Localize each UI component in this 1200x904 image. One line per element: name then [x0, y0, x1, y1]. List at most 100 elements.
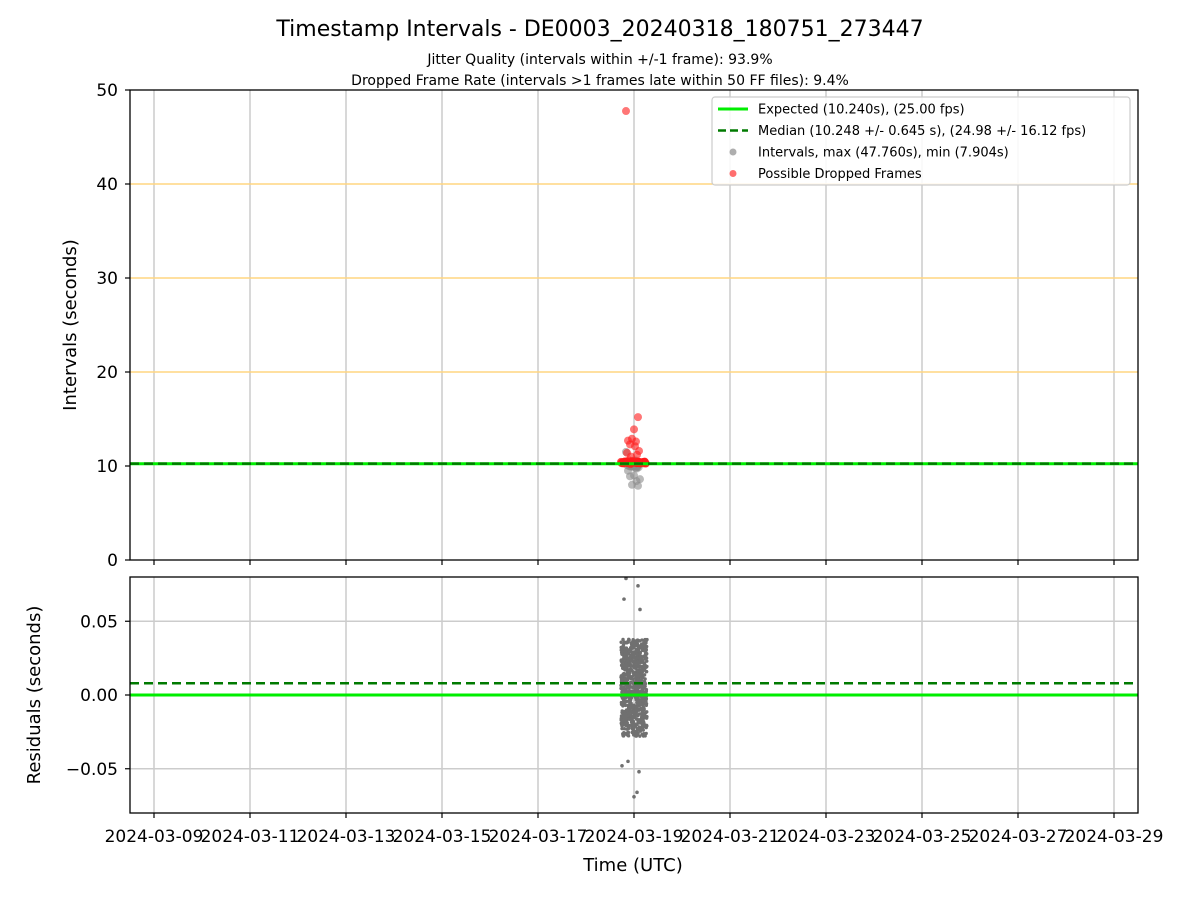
y-tick-label: 10 [96, 457, 118, 477]
x-tick-label: 2024-03-29 [1065, 827, 1164, 847]
residual-point [632, 665, 637, 670]
residual-point [629, 667, 633, 671]
residual-point [637, 639, 642, 643]
y-tick-label: 50 [96, 81, 118, 101]
residual-point [628, 655, 632, 659]
residual-point [628, 707, 632, 711]
legend-label: Possible Dropped Frames [758, 167, 922, 182]
residual-point [640, 702, 644, 707]
residual-point [626, 730, 631, 735]
residual-point [644, 669, 649, 674]
residual-point [625, 652, 630, 656]
legend-label: Expected (10.240s), (25.00 fps) [758, 103, 965, 118]
residual-point [624, 708, 629, 712]
residual-point [620, 678, 624, 682]
residual-point [623, 677, 627, 682]
residual-point [634, 687, 638, 692]
residual-point [623, 668, 627, 672]
residual-point [622, 640, 627, 644]
residual-point [631, 704, 635, 708]
residual-point [641, 667, 646, 672]
y-tick-label: 20 [96, 363, 118, 383]
residual-point [636, 702, 640, 706]
residual-point [642, 673, 647, 677]
residual-point [630, 641, 634, 645]
residual-point [626, 669, 631, 674]
x-tick-label: 2024-03-09 [105, 827, 204, 847]
residual-point [622, 685, 626, 690]
residual-point [630, 677, 635, 681]
residual-point [626, 711, 631, 715]
residual-point [639, 643, 643, 647]
x-tick-label: 2024-03-15 [393, 827, 492, 847]
y-tick-label: −0.05 [66, 760, 118, 780]
residual-point [626, 647, 630, 652]
residual-point [639, 675, 643, 679]
residual-point [642, 654, 646, 658]
residual-point [628, 701, 633, 705]
residual-point [621, 643, 626, 647]
residual-point [631, 729, 636, 734]
residual-point [637, 685, 641, 690]
legend-box [711, 96, 1131, 186]
residual-point [627, 638, 631, 642]
residual-point [626, 734, 631, 738]
residual-point [623, 699, 627, 703]
residual-point [621, 637, 625, 642]
residual-point [625, 686, 629, 690]
residual-point [635, 705, 639, 709]
residual-point [643, 637, 647, 642]
chart-subtitle-jitter: Jitter Quality (intervals within +/-1 fr… [426, 52, 772, 68]
residual-point [643, 734, 647, 738]
residual-point [635, 726, 640, 731]
x-tick-label: 2024-03-21 [681, 827, 780, 847]
residual-point [619, 683, 623, 688]
residual-point [627, 672, 631, 676]
residual-point [635, 708, 640, 712]
legend-swatch-marker [729, 148, 737, 156]
residual-point [635, 790, 639, 795]
residual-point [627, 723, 631, 728]
residual-point [623, 718, 628, 722]
residual-point [634, 690, 638, 695]
residual-point [620, 726, 624, 731]
y-axis-label-intervals: Intervals (seconds) [60, 239, 81, 411]
residual-point [639, 678, 643, 682]
x-tick-label: 2024-03-17 [489, 827, 588, 847]
interval-point [632, 477, 641, 486]
residual-point [622, 597, 626, 601]
y-tick-label: 0.05 [80, 612, 118, 632]
residual-point [644, 697, 648, 701]
chart-subtitle-dropped: Dropped Frame Rate (intervals >1 frames … [351, 73, 849, 89]
residual-point [628, 696, 633, 700]
residual-point [633, 656, 637, 660]
residual-point [620, 650, 624, 654]
residual-point [619, 716, 623, 721]
residual-point [621, 732, 625, 736]
residual-point [636, 665, 641, 669]
y-tick-label: 40 [96, 175, 118, 195]
residual-point [642, 680, 647, 684]
residual-point [628, 717, 632, 721]
x-axis-label: Time (UTC) [582, 855, 683, 876]
residual-point [637, 669, 642, 673]
residual-point [626, 689, 631, 694]
residual-point [632, 723, 637, 727]
residual-point [640, 714, 644, 719]
dropped-frame-point [633, 450, 641, 459]
residual-point [620, 723, 624, 728]
residual-point [638, 729, 643, 733]
residual-point [638, 651, 642, 656]
residual-point [630, 726, 634, 730]
residual-point [642, 645, 646, 649]
x-tick-label: 2024-03-23 [777, 827, 876, 847]
y-tick-label: 30 [96, 269, 118, 289]
residual-point [645, 659, 649, 663]
residual-point [644, 689, 649, 693]
x-tick-label: 2024-03-13 [297, 827, 396, 847]
dropped-frame-point [622, 107, 630, 116]
residual-point [626, 759, 630, 764]
residual-point [629, 680, 633, 685]
residual-point [619, 663, 624, 668]
